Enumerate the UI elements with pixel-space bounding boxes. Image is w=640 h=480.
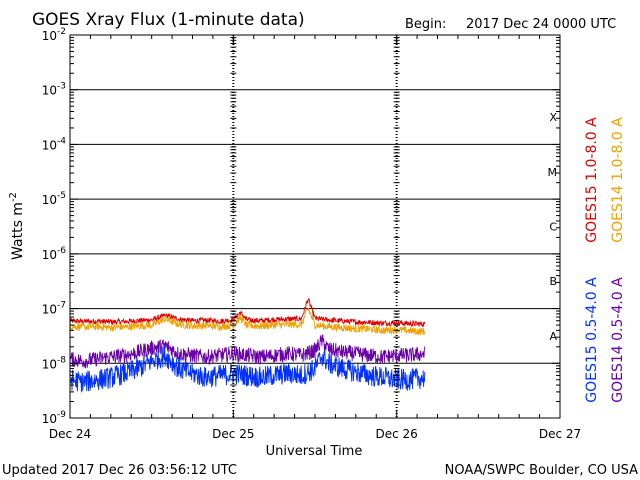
legend-label: GOES15 1.0-8.0 A	[584, 117, 600, 243]
series-lines	[69, 298, 426, 393]
series-line	[69, 307, 426, 336]
legend-label: GOES14 0.5-4.0 A	[610, 277, 626, 403]
flare-class-label: C	[549, 221, 557, 234]
legend-entry: GOES14 1.0-8.0 A	[610, 117, 626, 243]
y-axis-label: Watts m-2	[8, 192, 26, 260]
y-tick-label: 10-8	[42, 355, 67, 371]
legend-entry: GOES15 0.5-4.0 A	[584, 277, 600, 403]
x-tick-label: Dec 24	[49, 427, 91, 441]
footer-credit: NOAA/SWPC Boulder, CO USA	[445, 463, 638, 478]
chart-title: GOES Xray Flux (1-minute data)	[32, 10, 305, 30]
legend-label: GOES15 0.5-4.0 A	[584, 277, 600, 403]
y-tick-label: 10-6	[42, 246, 67, 262]
y-axis-label-text: Watts m	[10, 202, 26, 260]
y-tick-label: 10-4	[42, 136, 67, 152]
day-separators	[232, 35, 398, 418]
legend-label: GOES14 1.0-8.0 A	[610, 117, 626, 243]
series-line	[69, 298, 426, 329]
begin-value: 2017 Dec 24 0000 UTC	[466, 17, 616, 32]
grid-lines	[70, 89, 560, 364]
x-axis-label: Universal Time	[266, 444, 363, 459]
flare-class-labels: A B C M X	[548, 111, 558, 343]
legend: GOES15 1.0-8.0 A GOES14 1.0-8.0 A GOES14 0…	[584, 117, 626, 403]
y-axis-label-sup: -2	[8, 192, 19, 202]
flare-class-label: X	[549, 111, 557, 124]
flare-class-label: A	[549, 330, 557, 343]
flare-class-label: M	[548, 166, 558, 179]
series-line	[69, 346, 426, 393]
x-axis-ticks: Dec 24 Dec 25 Dec 26 Dec 27	[49, 35, 581, 441]
y-tick-label: 10-5	[42, 191, 66, 207]
legend-entry: GOES15 1.0-8.0 A	[584, 117, 600, 243]
y-tick-label: 10-3	[42, 82, 66, 98]
x-tick-label: Dec 25	[212, 427, 254, 441]
series-line	[69, 334, 426, 369]
svg-text:Watts m-2: Watts m-2	[8, 192, 26, 260]
flare-class-label: B	[549, 275, 557, 288]
x-tick-label: Dec 26	[376, 427, 418, 441]
begin-label: Begin:	[405, 17, 446, 32]
legend-entry: GOES14 0.5-4.0 A	[610, 277, 626, 403]
y-tick-label: 10-2	[42, 27, 66, 43]
y-tick-label: 10-7	[42, 301, 66, 317]
y-tick-label: 10-9	[42, 410, 67, 426]
footer-updated: Updated 2017 Dec 26 03:56:12 UTC	[2, 463, 237, 478]
y-axis-ticks: 10-9 10-8 10-7 10-6 10-5 10-4 10-3 10-2	[42, 27, 560, 426]
x-tick-label: Dec 27	[539, 427, 581, 441]
